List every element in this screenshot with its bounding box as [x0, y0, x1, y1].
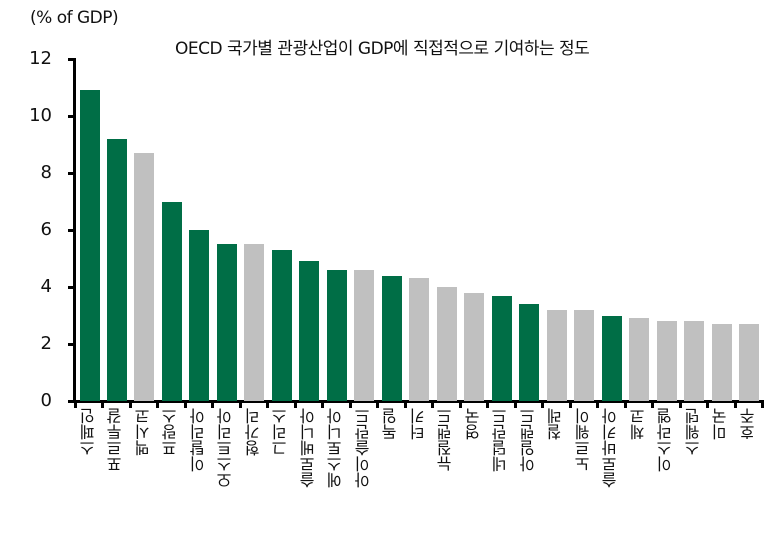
y-tick-label: 12 — [29, 48, 52, 69]
x-tick — [293, 400, 297, 408]
y-tick — [68, 400, 75, 403]
x-category-label: 아이슬란드 — [353, 408, 373, 488]
x-category-label: 체코 — [628, 408, 648, 440]
x-tick — [458, 400, 462, 408]
x-tick — [238, 400, 242, 408]
chart-title: OECD 국가별 관광산업이 GDP에 직접적으로 기여하는 정도 — [175, 39, 590, 59]
bar-10 — [326, 269, 347, 401]
x-category-label: 노르웨이 — [573, 408, 593, 472]
x-tick — [706, 400, 710, 408]
x-category-label: 헝가리 — [243, 408, 263, 456]
x-category-label: 멕시코 — [133, 408, 153, 456]
bar-14 — [436, 287, 457, 401]
x-category-label: 네덜란드 — [491, 408, 511, 472]
x-category-label: 그리스 — [271, 408, 291, 456]
x-tick — [513, 400, 517, 408]
x-tick — [761, 400, 764, 408]
x-category-label: 스페인 — [79, 408, 98, 456]
x-tick — [651, 400, 655, 408]
x-category-label: 뉴질랜드 — [436, 408, 456, 472]
x-tick — [128, 400, 132, 408]
x-tick — [321, 400, 325, 408]
bar-2 — [106, 138, 127, 401]
x-tick — [678, 400, 682, 408]
bar-16 — [491, 295, 512, 401]
bar-4 — [161, 201, 182, 401]
bar-6 — [216, 244, 237, 401]
x-category-label: 이탈리아 — [188, 408, 208, 472]
y-tick — [68, 343, 75, 346]
bar-5 — [189, 230, 210, 401]
x-tick — [733, 400, 737, 408]
bar-9 — [299, 261, 320, 401]
x-category-label: 영국 — [463, 408, 483, 440]
bar-22 — [656, 321, 677, 401]
x-category-label: 슬로베니아 — [298, 408, 318, 488]
x-tick — [211, 400, 215, 408]
x-tick — [101, 400, 105, 408]
x-tick — [431, 400, 435, 408]
y-tick-label: 4 — [40, 276, 52, 297]
bar-23 — [684, 321, 705, 401]
x-tick — [348, 400, 352, 408]
x-tick — [596, 400, 600, 408]
x-category-label: 슬로바키아 — [601, 408, 621, 488]
x-category-label: 칠레 — [546, 408, 566, 440]
bar-7 — [244, 244, 265, 401]
x-axis-line — [73, 400, 763, 403]
bar-25 — [739, 324, 760, 401]
y-tick — [68, 229, 75, 232]
x-tick — [486, 400, 490, 408]
x-category-label: 터키 — [408, 408, 428, 440]
y-tick-label: 2 — [40, 333, 52, 354]
bar-15 — [464, 292, 485, 401]
bar-11 — [354, 269, 375, 401]
y-tick — [68, 172, 75, 175]
y-axis-unit-label: (% of GDP) — [30, 8, 119, 28]
bar-19 — [574, 309, 595, 401]
bar-8 — [271, 249, 292, 401]
y-tick-label: 10 — [29, 105, 52, 126]
bar-1 — [79, 90, 100, 401]
x-tick — [623, 400, 627, 408]
bar-13 — [409, 278, 430, 401]
bar-24 — [711, 324, 732, 401]
bar-20 — [601, 315, 622, 401]
x-category-label: 프랑스 — [161, 408, 181, 456]
bar-17 — [519, 304, 540, 401]
x-category-label: 스웨덴 — [683, 408, 703, 456]
x-category-label: 이스라엘 — [656, 408, 676, 472]
y-tick-label: 0 — [40, 390, 52, 411]
x-tick — [541, 400, 545, 408]
y-tick — [68, 58, 75, 61]
y-tick-label: 8 — [40, 162, 52, 183]
x-tick — [403, 400, 407, 408]
y-tick — [68, 286, 75, 289]
x-tick — [568, 400, 572, 408]
x-category-label: 포르투갈 — [106, 408, 126, 472]
bar-18 — [546, 309, 567, 401]
x-tick — [74, 400, 77, 408]
x-category-label: 아일랜드 — [518, 408, 538, 472]
x-tick — [183, 400, 187, 408]
x-tick — [156, 400, 160, 408]
x-category-label: 호주 — [738, 408, 758, 440]
x-category-label: 독일 — [381, 408, 401, 440]
bar-21 — [629, 318, 650, 401]
x-category-label: 오스트리아 — [216, 408, 236, 488]
bar-12 — [381, 275, 402, 401]
x-tick — [266, 400, 270, 408]
x-category-label: 에스토니아 — [326, 408, 346, 488]
x-tick — [376, 400, 380, 408]
bar-3 — [134, 153, 155, 401]
x-category-label: 미국 — [711, 408, 731, 440]
y-tick-label: 6 — [40, 219, 52, 240]
y-tick — [68, 115, 75, 118]
